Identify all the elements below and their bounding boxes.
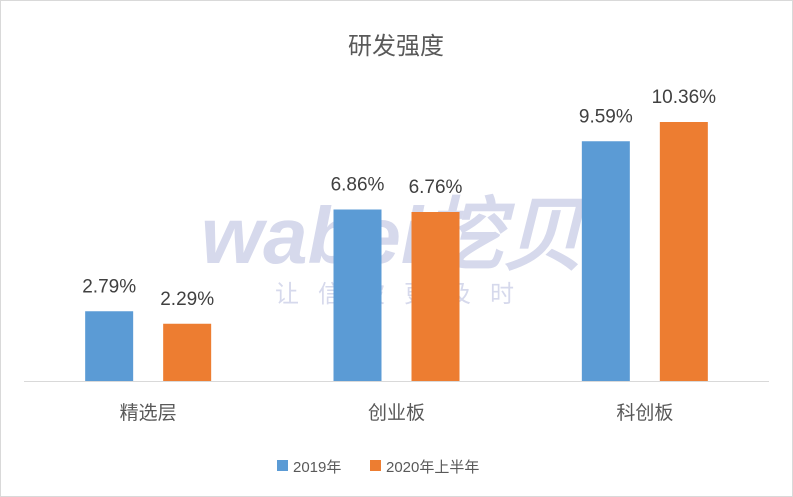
legend: 2019年 2020年上半年 xyxy=(277,459,479,476)
watermark: wabei挖贝 让信披更及时 xyxy=(201,191,587,308)
data-label: 10.36% xyxy=(652,87,717,108)
data-label: 6.76% xyxy=(409,177,463,198)
legend-label: 2019年 xyxy=(293,459,341,476)
data-label: 2.79% xyxy=(82,276,136,297)
legend-label: 2020年上半年 xyxy=(386,459,479,476)
data-label: 6.86% xyxy=(331,175,385,196)
chart-title: 研发强度 xyxy=(348,33,444,60)
legend-swatch xyxy=(277,460,288,471)
data-label: 9.59% xyxy=(579,106,633,127)
bars-layer xyxy=(85,122,708,381)
bar-series1-0 xyxy=(85,311,134,381)
category-label: 科创板 xyxy=(616,402,673,424)
category-label: 精选层 xyxy=(120,402,177,424)
bar-series2-1 xyxy=(411,212,460,381)
category-labels: 精选层 创业板 科创板 xyxy=(120,402,674,424)
bar-series2-0 xyxy=(163,323,212,381)
watermark-brand: wabei挖贝 xyxy=(201,191,587,280)
bar-series2-2 xyxy=(659,122,708,381)
legend-swatch xyxy=(370,460,381,471)
data-label: 2.29% xyxy=(160,289,214,310)
bar-series1-2 xyxy=(581,141,630,381)
bar-series1-1 xyxy=(333,209,382,381)
category-label: 创业板 xyxy=(368,402,425,424)
watermark-slogan: 让信披更及时 xyxy=(275,281,533,308)
data-labels-layer: 2.79% 2.29% 6.86% 6.76% 9.59% 10.36% xyxy=(82,87,716,310)
